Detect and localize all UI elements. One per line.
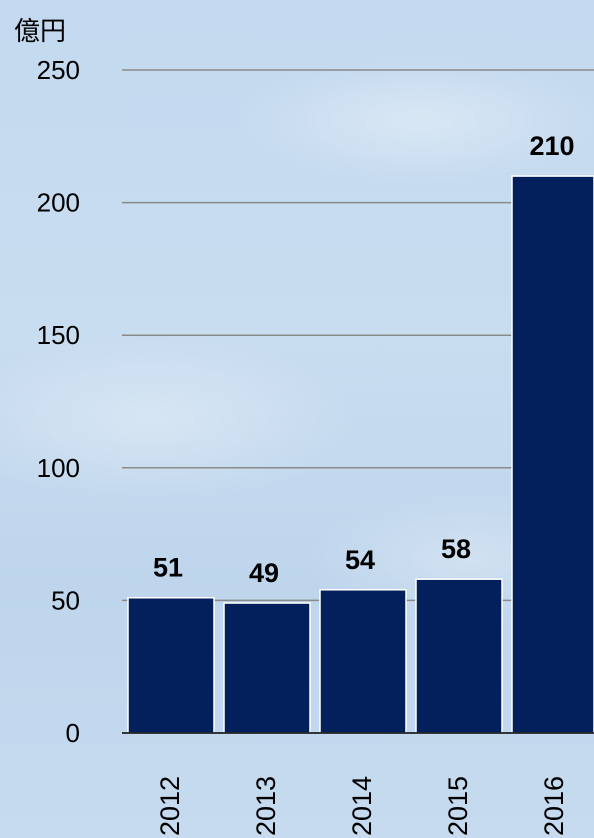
x-tick-label: 2016 xyxy=(539,776,569,836)
bars xyxy=(127,175,594,734)
data-label: 54 xyxy=(345,545,375,575)
y-tick-label: 200 xyxy=(37,188,80,218)
bar-2012 xyxy=(127,596,215,734)
x-axis-ticks: 2012 2013 2014 2015 2016 xyxy=(155,776,569,836)
data-label: 58 xyxy=(441,534,471,564)
y-tick-label: 100 xyxy=(37,453,80,483)
bar-2013 xyxy=(223,602,311,734)
x-tick-label: 2012 xyxy=(155,776,185,836)
y-tick-label: 150 xyxy=(37,320,80,350)
y-tick-label: 250 xyxy=(37,55,80,85)
bar-2014 xyxy=(319,589,407,734)
data-labels: 51 49 54 58 210 xyxy=(153,131,575,588)
x-tick-label: 2014 xyxy=(347,776,377,836)
y-axis-unit-label: 億円 xyxy=(14,16,66,46)
x-tick-label: 2013 xyxy=(251,776,281,836)
data-label: 49 xyxy=(249,558,279,588)
y-tick-label: 0 xyxy=(66,718,80,748)
bar-2016 xyxy=(511,175,594,734)
y-axis-ticks: 0 50 100 150 200 250 xyxy=(37,55,80,748)
y-tick-label: 50 xyxy=(51,585,80,615)
data-label: 210 xyxy=(529,131,574,161)
bar-2015 xyxy=(415,578,503,734)
data-label: 51 xyxy=(153,553,183,583)
x-tick-label: 2015 xyxy=(443,776,473,836)
